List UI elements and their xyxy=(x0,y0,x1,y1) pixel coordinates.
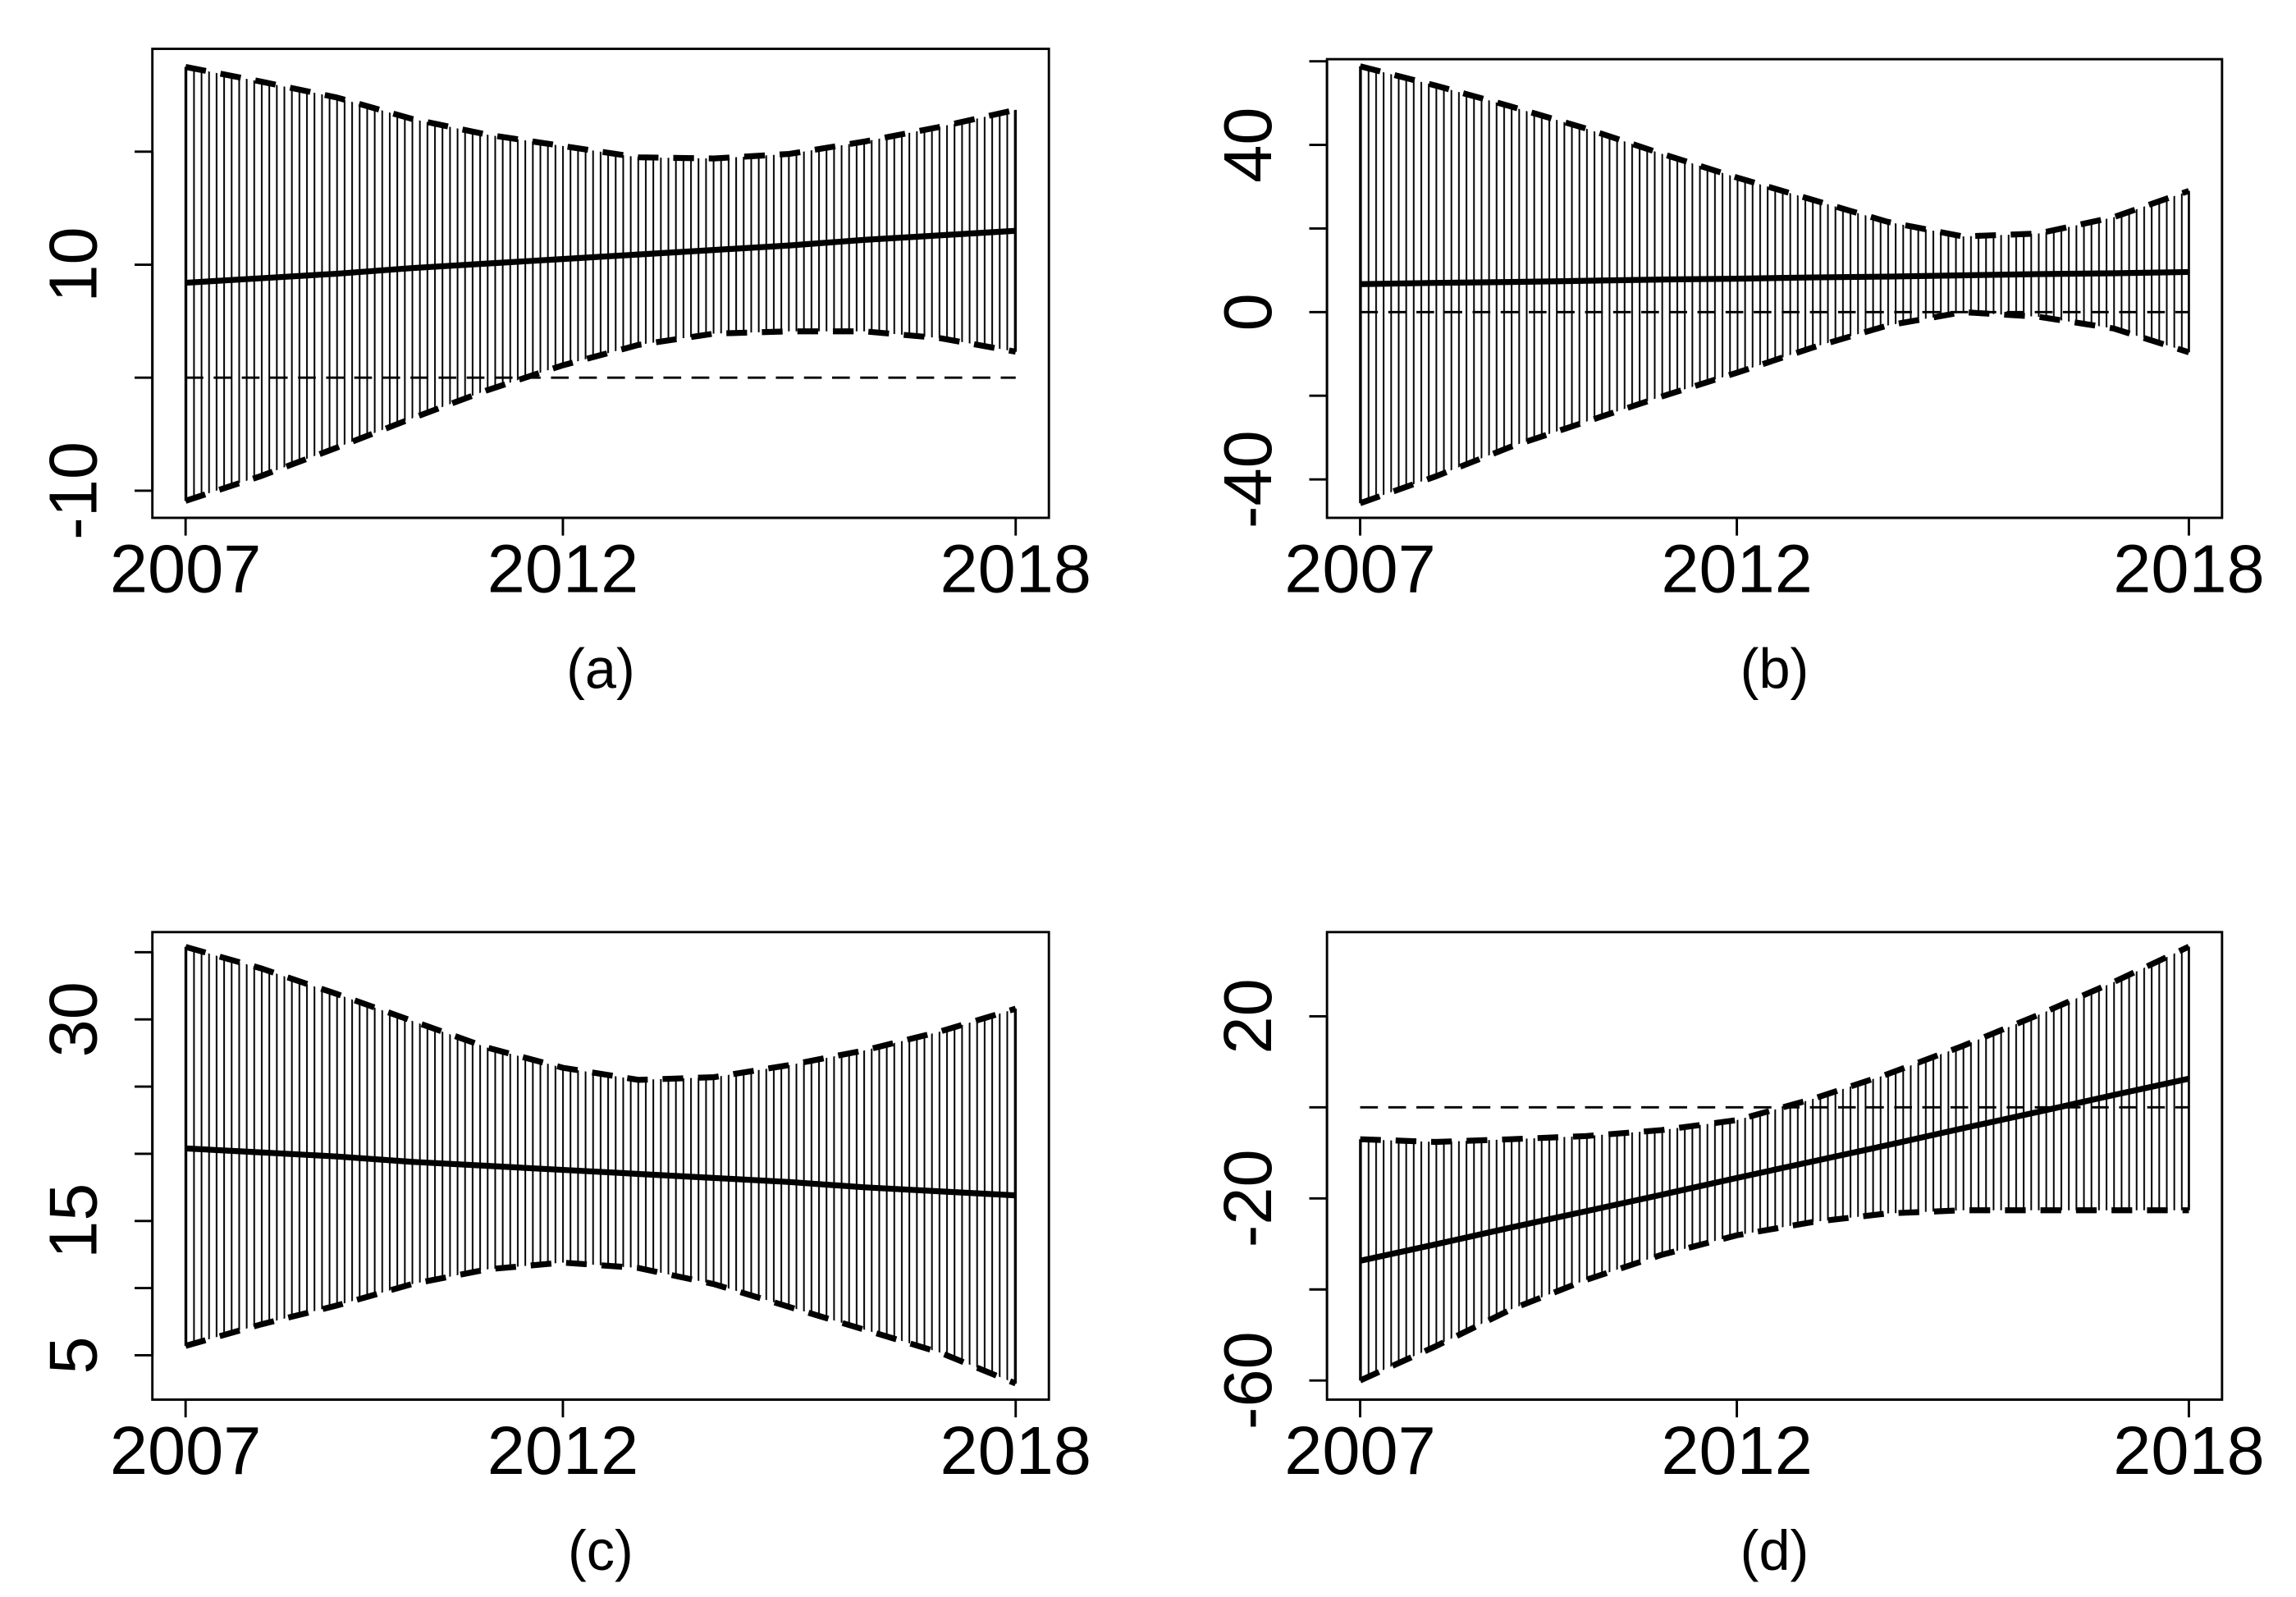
bound-line xyxy=(185,944,1017,1083)
y-tick-label: -20 xyxy=(1210,1149,1286,1247)
y-tick-label: 5 xyxy=(34,1336,111,1374)
estimate-line xyxy=(1359,1075,2190,1264)
panel: 2007 2012 2018 -10 10 (a) xyxy=(34,48,1091,700)
x-tick-label: 2018 xyxy=(940,1412,1091,1489)
estimate-line xyxy=(185,227,1016,286)
y-tick-label: 10 xyxy=(34,227,111,302)
panel: 2007 2012 2018 -40 0 40 (b) xyxy=(1210,57,2265,700)
estimate-line xyxy=(1360,268,2189,287)
x-tick-label: 2012 xyxy=(1661,1412,1812,1489)
bound-line xyxy=(1360,944,2190,1146)
x-tick-label: 2007 xyxy=(110,1412,261,1489)
x-tick-label: 2007 xyxy=(1284,1412,1435,1489)
x-tick-label: 2007 xyxy=(110,530,261,606)
y-tick-label: 40 xyxy=(1210,107,1286,182)
panel: 2007 2012 2018 -60 -20 20 (d) xyxy=(1210,931,2265,1582)
bound-line xyxy=(1359,309,2190,506)
x-tick-label: 2018 xyxy=(2113,1412,2264,1489)
y-tick-label: 15 xyxy=(34,1183,111,1259)
x-tick-label: 2007 xyxy=(1284,530,1435,606)
panel-caption: (b) xyxy=(1740,637,1809,700)
panel-caption: (a) xyxy=(566,637,635,700)
confidence-band xyxy=(1360,946,2189,1381)
y-tick-label: 30 xyxy=(34,982,111,1057)
estimate-line xyxy=(185,1145,1016,1199)
panel-caption: (c) xyxy=(568,1519,633,1582)
x-tick-label: 2018 xyxy=(2113,530,2264,606)
x-tick-label: 2012 xyxy=(487,530,638,606)
confidence-band xyxy=(185,946,1016,1384)
y-tick-label: 20 xyxy=(1210,978,1286,1054)
x-tick-label: 2018 xyxy=(940,530,1091,606)
confidence-band xyxy=(185,66,1016,501)
bound-line xyxy=(185,1259,1018,1387)
bound-line xyxy=(1359,63,2190,240)
panel: 2007 2012 2018 5 15 30 (c) xyxy=(34,931,1091,1582)
confidence-band xyxy=(1360,66,2189,504)
y-tick-label: -60 xyxy=(1210,1331,1286,1430)
bound-line xyxy=(1359,1207,2189,1384)
y-tick-label: 0 xyxy=(1210,293,1286,331)
x-tick-label: 2012 xyxy=(487,1412,638,1489)
bound-line xyxy=(185,328,1017,504)
x-tick-label: 2012 xyxy=(1661,530,1812,606)
y-tick-label: -40 xyxy=(1210,430,1286,529)
y-tick-label: -10 xyxy=(34,442,111,540)
panel-caption: (d) xyxy=(1740,1519,1809,1582)
